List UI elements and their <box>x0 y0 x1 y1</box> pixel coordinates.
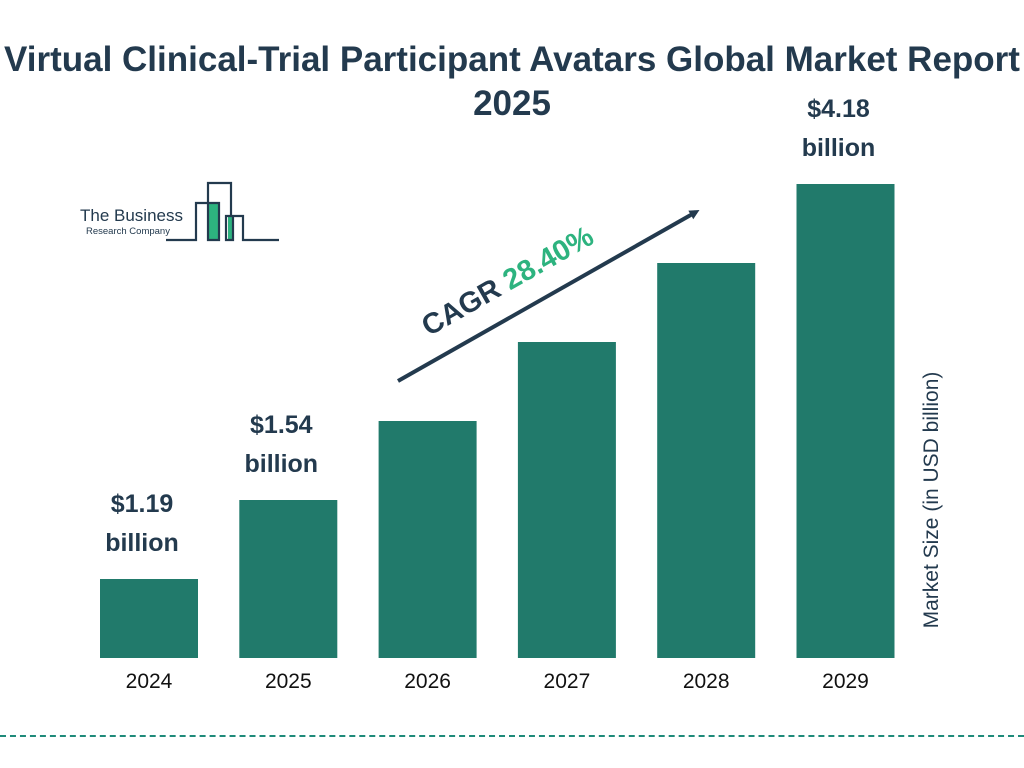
x-tick-label: 2028 <box>683 670 730 693</box>
data-label-unit: billion <box>105 529 179 557</box>
logo-buildings-icon <box>166 181 279 242</box>
logo-line2: Research Company <box>86 226 170 237</box>
y-axis-label: Market Size (in USD billion) <box>920 371 943 629</box>
data-label-unit: billion <box>244 450 318 478</box>
data-label-unit: billion <box>802 134 876 162</box>
data-label-value: $1.19 <box>111 490 174 518</box>
bar-2029 <box>796 184 895 658</box>
divider-line <box>0 735 1024 737</box>
growth-arrow <box>397 210 700 383</box>
company-logo: The Business Research Company <box>78 180 288 245</box>
x-tick-label: 2029 <box>822 670 869 693</box>
bar-2024 <box>100 579 198 658</box>
bar-2026 <box>378 421 477 658</box>
data-label-value: $1.54 <box>250 411 313 439</box>
bar-2027 <box>517 342 616 658</box>
x-tick-label: 2024 <box>126 670 173 693</box>
x-tick-label: 2026 <box>404 670 451 693</box>
bar-2025 <box>239 500 338 658</box>
chart-title: Virtual Clinical-Trial Participant Avata… <box>4 40 1020 123</box>
bar-2028 <box>657 263 756 658</box>
x-tick-label: 2025 <box>265 670 312 693</box>
logo-line1: The Business <box>80 206 183 225</box>
x-tick-label: 2027 <box>544 670 591 693</box>
data-label-value: $4.18 <box>807 95 870 123</box>
